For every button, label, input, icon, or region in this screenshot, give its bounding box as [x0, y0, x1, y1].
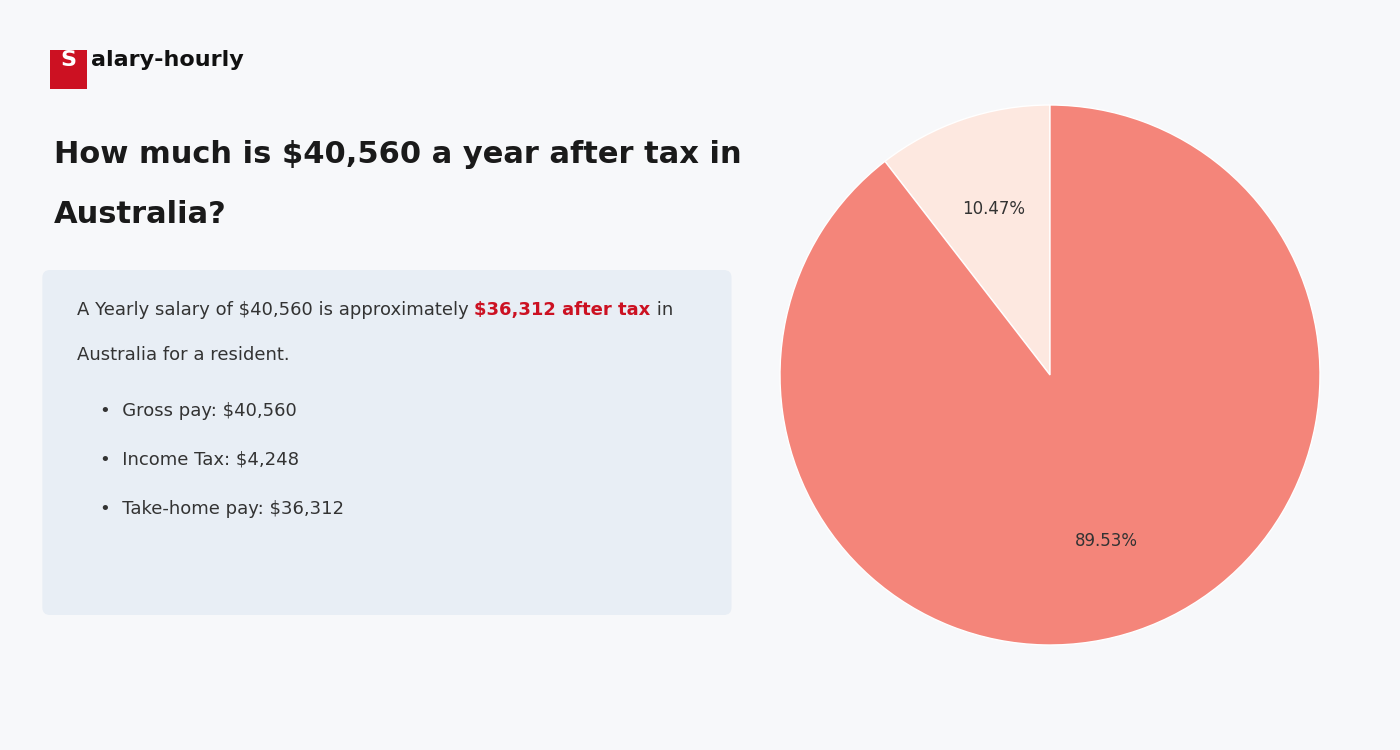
Text: A Yearly salary of $40,560 is approximately: A Yearly salary of $40,560 is approximat…: [77, 301, 475, 319]
Text: $36,312 after tax: $36,312 after tax: [475, 301, 651, 319]
FancyBboxPatch shape: [50, 50, 87, 88]
Wedge shape: [885, 105, 1050, 375]
Text: •  Income Tax: $4,248: • Income Tax: $4,248: [101, 451, 300, 469]
Text: S: S: [60, 50, 77, 70]
Text: •  Take-home pay: $36,312: • Take-home pay: $36,312: [101, 500, 344, 517]
Text: Australia?: Australia?: [55, 200, 227, 229]
Text: alary-hourly: alary-hourly: [91, 50, 244, 70]
Text: 89.53%: 89.53%: [1075, 532, 1138, 550]
Text: Australia for a resident.: Australia for a resident.: [77, 346, 290, 364]
FancyBboxPatch shape: [42, 270, 732, 615]
Wedge shape: [780, 105, 1320, 645]
Text: How much is $40,560 a year after tax in: How much is $40,560 a year after tax in: [55, 140, 742, 169]
Text: •  Gross pay: $40,560: • Gross pay: $40,560: [101, 402, 297, 420]
Text: in: in: [651, 301, 673, 319]
Text: 10.47%: 10.47%: [962, 200, 1025, 218]
